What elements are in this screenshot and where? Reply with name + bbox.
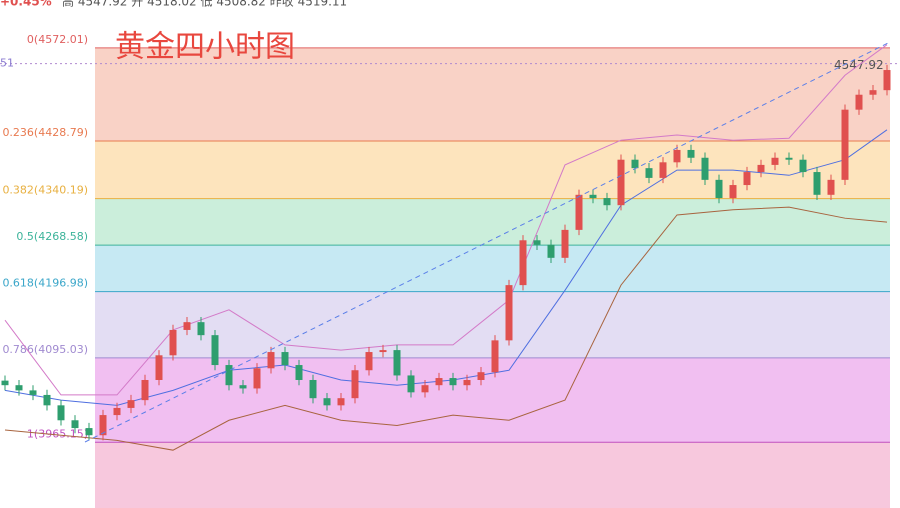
candle-body <box>547 244 555 258</box>
candle-body <box>771 157 779 165</box>
fib-zone <box>95 442 890 508</box>
candle-body <box>197 322 205 336</box>
candle-body <box>211 335 219 366</box>
candle-body <box>883 70 891 91</box>
candle-body <box>729 185 737 199</box>
candle-body <box>29 390 37 395</box>
candle-body <box>253 368 261 389</box>
candle-body <box>239 385 247 389</box>
candle-body <box>57 405 65 421</box>
candle-body <box>799 159 807 173</box>
candle-body <box>407 375 415 393</box>
candle-body <box>701 157 709 180</box>
fib-zone <box>95 140 890 199</box>
candle-body <box>267 352 275 369</box>
candle-body <box>575 194 583 230</box>
fib-label: 0.618(4196.98) <box>2 277 88 290</box>
candle-body <box>841 109 849 180</box>
candle-body <box>155 355 163 380</box>
candle-body <box>631 159 639 169</box>
candle-body <box>99 415 107 436</box>
candle-body <box>687 149 695 158</box>
candle-body <box>603 198 611 206</box>
candle-body <box>449 378 457 386</box>
fib-label: 0.236(4428.79) <box>2 126 88 139</box>
candle-body <box>869 90 877 95</box>
candle-body <box>659 162 667 178</box>
candle-body <box>169 329 177 356</box>
candle-body <box>71 420 79 429</box>
fib-zone <box>95 198 890 246</box>
fib-label: 0.382(4340.19) <box>2 184 88 197</box>
candle-body <box>15 385 23 391</box>
candle-body <box>561 229 569 258</box>
band-line <box>4 206 888 451</box>
candle-body <box>589 194 597 199</box>
fib-zone <box>95 245 890 292</box>
fib-label: 0(4572.01) <box>27 33 88 46</box>
fib-zone <box>95 47 890 141</box>
candle-body <box>379 350 387 353</box>
candle-body <box>1 380 9 386</box>
candle-body <box>855 94 863 110</box>
fib-label: 0.5(4268.58) <box>16 230 88 243</box>
candle-body <box>281 352 289 366</box>
candle-body <box>645 168 653 178</box>
fib-label: 1(3965.15) <box>27 427 88 440</box>
candle-body <box>785 157 793 160</box>
candle-body <box>421 385 429 393</box>
candle-body <box>435 378 443 386</box>
candle-body <box>743 172 751 186</box>
candle-body <box>43 394 51 406</box>
candle-body <box>505 285 513 341</box>
candle-body <box>813 172 821 195</box>
trend-line <box>84 41 891 443</box>
candle-body <box>141 379 149 401</box>
band-line <box>4 44 888 396</box>
change: +0.45% <box>0 0 52 9</box>
chart-title: 黄金四小时图 <box>115 30 295 65</box>
candle-body <box>351 370 359 399</box>
candle-body <box>309 379 317 399</box>
candle-body <box>673 149 681 163</box>
candle-body <box>477 372 485 380</box>
candle-body <box>463 379 471 386</box>
candle-body <box>337 398 345 406</box>
candle-body <box>491 340 499 373</box>
candle-body <box>183 322 191 330</box>
left-label: 51 <box>0 57 14 70</box>
candle-body <box>617 159 625 206</box>
candle-body <box>715 179 723 199</box>
candle-body <box>519 240 527 286</box>
quote: 高 4547.92 开 4518.02 低 4508.82 昨收 4519.11 <box>62 0 347 9</box>
candle-body <box>85 428 93 436</box>
candle-body <box>365 352 373 371</box>
candle-body <box>323 398 331 406</box>
candle-body <box>393 350 401 376</box>
candle-body <box>225 365 233 386</box>
candle-body <box>757 164 765 173</box>
candle-body <box>533 240 541 245</box>
candle-body <box>295 365 303 380</box>
fib-label: 0.786(4095.03) <box>2 343 88 356</box>
candle-body <box>827 179 835 195</box>
candle-body <box>127 400 135 408</box>
candle-body <box>113 407 121 416</box>
